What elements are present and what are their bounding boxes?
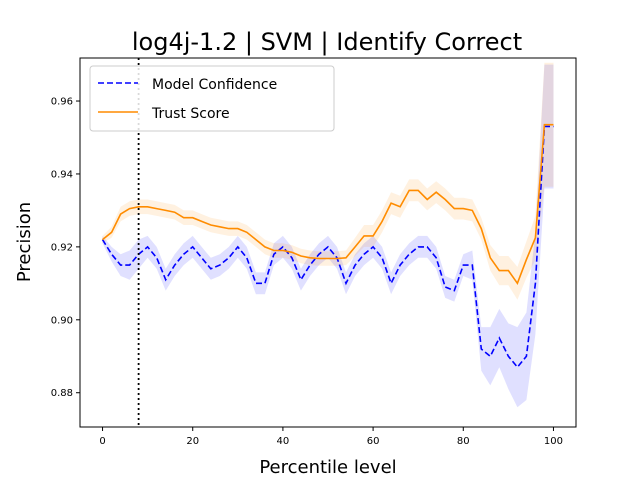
y-axis: 0.88 0.90 0.92 0.94 0.96 [51, 97, 80, 399]
y-axis-label: Precision [14, 202, 35, 282]
axes-frame [79, 57, 577, 428]
x-tick-label: 0 [99, 436, 105, 447]
y-tick-label: 0.92 [51, 242, 73, 253]
y-tick-label: 0.94 [51, 169, 73, 180]
legend-label-trust-score: Trust Score [151, 106, 230, 122]
series-line-trust-score [101, 123, 554, 285]
x-tick-label: 20 [186, 436, 199, 447]
x-tick-label: 100 [544, 436, 563, 447]
x-tick-label: 80 [457, 436, 470, 447]
y-tick-label: 0.90 [51, 315, 73, 326]
x-tick-label: 40 [277, 436, 290, 447]
band-model-confidence [102, 64, 554, 408]
legend: Model Confidence Trust Score [89, 65, 335, 132]
x-tick-label: 60 [367, 436, 380, 447]
x-axis-label: Percentile level [259, 457, 396, 478]
series-line-model-confidence [101, 125, 554, 369]
y-tick-label: 0.88 [51, 388, 73, 399]
x-axis: 0 20 40 60 80 100 [99, 427, 563, 447]
legend-label-model-confidence: Model Confidence [152, 77, 277, 93]
chart-title: log4j-1.2 | SVM | Identify Correct [132, 28, 522, 56]
y-tick-label: 0.96 [51, 97, 73, 108]
legend-box [89, 65, 335, 132]
band-trust-score [102, 62, 554, 300]
